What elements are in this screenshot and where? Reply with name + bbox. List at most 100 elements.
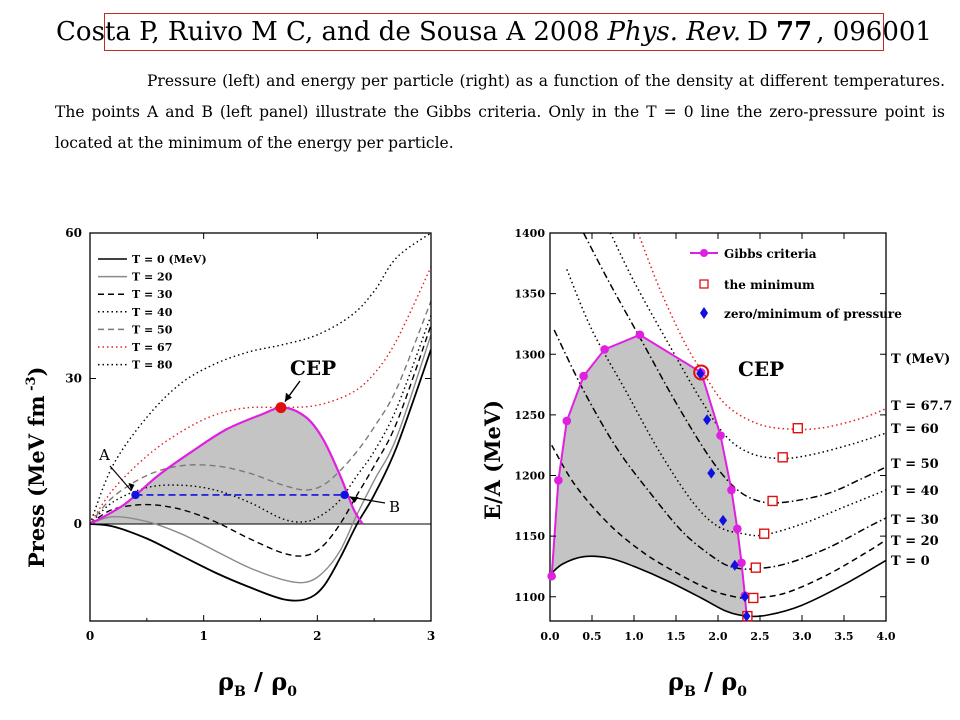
citation-series: D <box>747 17 768 47</box>
energy-chart: 0.0 0.5 1.0 1.5 2.0 2.5 3.0 3.5 4.0 1100 1150 1200 1… <box>480 227 952 700</box>
x-axis-label-den: ρ <box>721 667 737 696</box>
citation-box: Costa P, Ruivo M C, and de Sousa A 2008 … <box>56 13 932 51</box>
x-tick-label: 3.5 <box>834 630 853 643</box>
gibbs-point <box>547 571 556 581</box>
zero-pressure-point <box>707 467 716 479</box>
gibbs-point <box>600 345 609 354</box>
point-a-arrow <box>109 465 132 492</box>
y-tick-label: 60 <box>65 226 82 240</box>
temperature-label-t-20: T = 20 <box>891 534 939 549</box>
y-axis-label-close: ) <box>24 367 49 377</box>
temperature-label-t-40: T = 40 <box>891 484 939 499</box>
x-axis-label-den-sub: 0 <box>737 684 747 700</box>
x-tick-label: 3 <box>427 629 435 643</box>
minimum-point <box>777 452 788 463</box>
legend-label-t-67: T = 67 <box>132 341 172 354</box>
point-a-label: A <box>98 446 110 464</box>
gibbs-point <box>579 371 588 381</box>
citation-authors: Costa P, Ruivo M C, and de Sousa A 2008 <box>56 17 600 47</box>
pressure-series-t-80 <box>90 233 431 525</box>
x-axis-label-num-sub: B <box>684 684 696 700</box>
zero-pressure-point <box>696 368 705 380</box>
legend-marker-minimum <box>699 279 709 289</box>
pressure-series-t-50 <box>90 300 431 525</box>
y-axis-label: E/A (MeV) <box>480 400 505 520</box>
y-tick-label: 1250 <box>514 409 545 422</box>
energy-series-t-0 <box>550 555 886 618</box>
y-axis-label: Press (MeV fm -3) <box>24 367 49 568</box>
cep-label: CEP <box>290 356 336 380</box>
coexistence-region <box>90 407 363 524</box>
x-axis-label-slash: / <box>696 667 721 696</box>
cep-label: CEP <box>738 357 784 381</box>
energy-plot-area <box>550 233 886 618</box>
gibbs-point <box>727 485 736 495</box>
figure-caption: Pressure (left) and energy per particle … <box>55 72 945 152</box>
minimum-point <box>767 495 778 507</box>
temperature-header: T (MeV) <box>891 352 950 367</box>
minimum-point <box>759 528 770 539</box>
coexistence-region <box>550 334 747 617</box>
temperature-label-t-67-7: T = 67.7 <box>891 399 952 414</box>
gibbs-point-b <box>340 490 349 500</box>
pressure-series-t-67 <box>90 266 431 525</box>
pressure-plot-area <box>90 233 431 602</box>
minimum-point <box>792 423 803 434</box>
legend-label-minimum: the minimum <box>724 278 815 292</box>
minimum-point <box>748 592 759 604</box>
x-axis-label-den: ρ <box>271 667 287 696</box>
gibbs-point <box>737 558 746 568</box>
y-tick-label: 1350 <box>514 288 545 301</box>
zero-pressure-point <box>703 414 712 426</box>
legend-marker-gibbs <box>700 249 708 257</box>
y-tick-label: 0 <box>74 517 82 531</box>
pressure-series-t-40 <box>90 315 431 525</box>
energy-series-t-20 <box>551 444 886 600</box>
x-tick-label: 0 <box>86 629 94 643</box>
minimum-point <box>750 562 761 573</box>
cep-arrowhead <box>284 392 292 402</box>
x-tick-label: 0.5 <box>582 630 601 643</box>
pressure-series-t-20 <box>90 334 431 584</box>
x-tick-label: 1 <box>199 629 207 643</box>
y-tick-label: 1200 <box>514 470 545 483</box>
figure-caption-block: Pressure (left) and energy per particle … <box>55 66 945 159</box>
y-axis-label-text: Press (MeV fm <box>24 395 49 568</box>
x-tick-label: 1.0 <box>624 630 643 643</box>
gibbs-point <box>716 431 725 440</box>
zero-pressure-point <box>742 610 751 622</box>
x-axis-label-slash: / <box>246 667 271 696</box>
y-tick-label: 1100 <box>514 591 545 604</box>
x-axis-label: ρB / ρ0 <box>668 667 747 700</box>
legend-label-zero-pressure: zero/minimum of pressure <box>724 307 902 321</box>
legend-marker-zero-pressure <box>700 307 708 319</box>
legend-label-t-40: T = 40 <box>132 306 173 319</box>
temperature-label-t-50: T = 50 <box>891 457 939 472</box>
x-tick-label: 2.0 <box>708 630 727 643</box>
pressure-series-t-0-mev <box>90 349 431 602</box>
cep-point <box>275 402 287 414</box>
x-tick-label: 3.0 <box>792 630 811 643</box>
citation-journal: Phys. Rev. <box>607 17 742 47</box>
zero-pressure-point <box>719 514 728 526</box>
zero-pressure-point <box>730 559 739 571</box>
temperature-label-t-0: T = 0 <box>891 554 930 569</box>
x-tick-label: 4.0 <box>876 630 895 643</box>
legend-label-t-50: T = 50 <box>132 323 173 336</box>
zero-pressure-point <box>740 591 749 603</box>
pressure-series-t-30 <box>90 324 431 557</box>
energy-series-t-60 <box>609 233 886 460</box>
point-a-arrowhead <box>128 482 135 491</box>
gibbs-point <box>635 330 645 340</box>
point-b-label: B <box>389 498 400 516</box>
temperature-label-t-30: T = 30 <box>891 513 939 528</box>
y-tick-label: 30 <box>65 372 82 386</box>
gibbs-point <box>554 476 563 485</box>
gibbs-point <box>562 416 572 426</box>
x-tick-label: 0.0 <box>540 630 559 643</box>
y-axis-label-exp: -3 <box>24 376 39 395</box>
gibbs-boundary-line <box>90 406 364 525</box>
legend-label-t-0-mev: T = 0 (MeV) <box>132 253 207 266</box>
